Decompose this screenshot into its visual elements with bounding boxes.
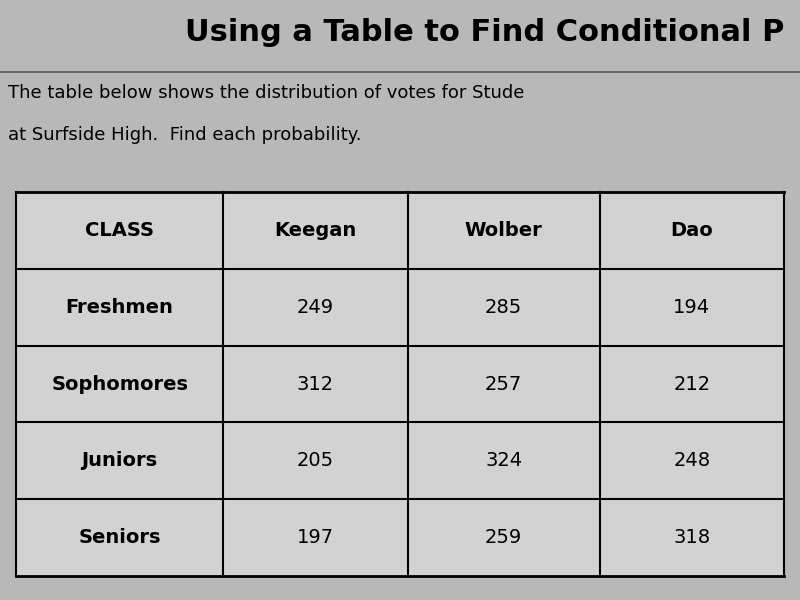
Text: at Surfside High.  Find each probability.: at Surfside High. Find each probability. [8,126,362,144]
Text: 197: 197 [297,528,334,547]
Text: CLASS: CLASS [85,221,154,240]
Text: Dao: Dao [670,221,714,240]
Text: 205: 205 [297,451,334,470]
Text: Using a Table to Find Conditional P: Using a Table to Find Conditional P [185,18,784,47]
Text: 212: 212 [674,374,710,394]
Text: 312: 312 [297,374,334,394]
Text: 318: 318 [674,528,710,547]
Text: The table below shows the distribution of votes for Stude: The table below shows the distribution o… [8,84,524,102]
Text: 194: 194 [674,298,710,317]
Text: 324: 324 [485,451,522,470]
Text: 257: 257 [485,374,522,394]
Text: 259: 259 [485,528,522,547]
Bar [16,192,784,576]
Text: Freshmen: Freshmen [66,298,174,317]
Text: Juniors: Juniors [82,451,158,470]
Text: Sophomores: Sophomores [51,374,188,394]
Text: 249: 249 [297,298,334,317]
Text: Seniors: Seniors [78,528,161,547]
Text: 285: 285 [485,298,522,317]
Text: 248: 248 [674,451,710,470]
Text: Keegan: Keegan [274,221,357,240]
Text: Wolber: Wolber [465,221,542,240]
